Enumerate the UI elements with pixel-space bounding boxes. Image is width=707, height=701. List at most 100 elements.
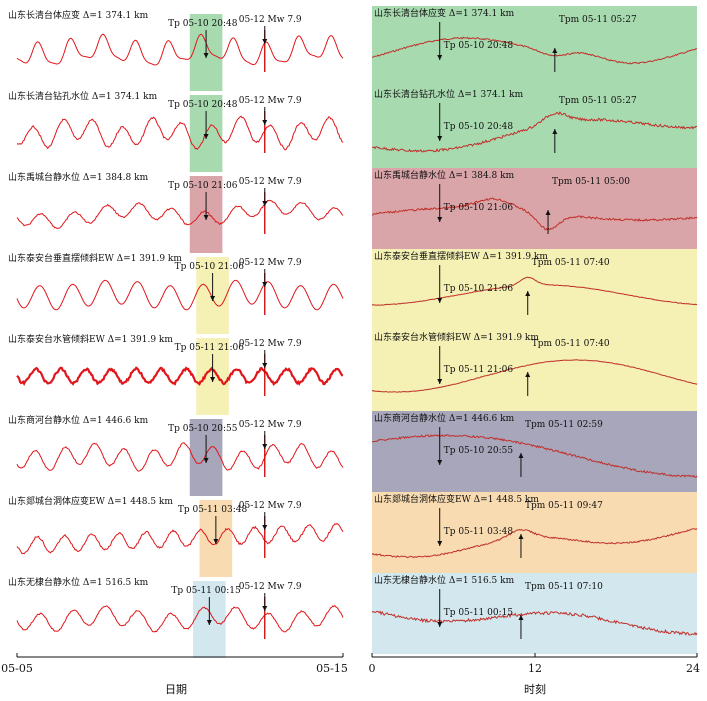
right-tp-arrow-3 — [437, 265, 443, 303]
left-series-4 — [16, 366, 344, 387]
left-label-3: 山东泰安台垂直摆倾斜EW Δ=1 391.9 km — [8, 252, 182, 264]
event-arrow-4 — [262, 350, 268, 368]
right-tpm-label-5: Tpm 05-11 02:59 — [525, 420, 603, 430]
right-label-6: 山东郯城台洞体应变EW Δ=1 448.5 km — [374, 493, 539, 505]
left-tp-arrow-4 — [210, 354, 216, 382]
right-tpm-label-4: Tpm 05-11 07:40 — [532, 339, 610, 349]
axes: 05-05 05-15 日期 0 12 24 时刻 — [1, 653, 700, 696]
right-label-2: 山东禹城台静水位 Δ=1 384.8 km — [374, 169, 515, 181]
right-tp-arrow-0 — [437, 22, 443, 60]
right-tp-label-3: Tp 05-10 21:06 — [444, 284, 514, 294]
right-band-0 — [372, 6, 697, 87]
right-band-7 — [372, 573, 697, 654]
left-label-6: 山东郯城台洞体应变EW Δ=1 448.5 km — [8, 495, 173, 507]
left-tp-label-0: Tp 05-10 20:48 — [168, 19, 238, 29]
right-tp-arrow-7 — [437, 589, 443, 627]
left-tp-label-7: Tp 05-11 00:15 — [171, 586, 241, 596]
event-label-0: 05-12 Mw 7.9 — [239, 15, 302, 25]
right-tpm-arrow-5 — [518, 453, 524, 477]
event-arrow-0 — [262, 26, 268, 44]
right-series-3 — [371, 276, 698, 306]
left-label-4: 山东泰安台水管倾斜EW Δ=1 391.9 km — [8, 333, 173, 345]
event-arrow-2 — [262, 188, 268, 206]
event-label-6: 05-12 Mw 7.9 — [239, 501, 302, 511]
left-tp-label-3: Tp 05-10 21:06 — [175, 262, 245, 272]
right-tick-label-0: 0 — [369, 662, 376, 675]
right-label-7: 山东无棣台静水位 Δ=1 516.5 km — [374, 574, 515, 586]
left-tp-arrow-3 — [210, 273, 216, 301]
right-tpm-label-0: Tpm 05-11 05:27 — [559, 15, 637, 25]
right-tpm-arrow-0 — [552, 48, 558, 72]
right-band-4 — [372, 330, 697, 411]
left-x-label: 日期 — [165, 683, 187, 696]
right-tick-label-1: 12 — [528, 662, 542, 675]
left-tp-arrow-7 — [206, 597, 212, 625]
left-series-2 — [16, 199, 344, 229]
left-tick-label-1: 05-15 — [316, 662, 348, 675]
right-tp-arrow-5 — [437, 427, 443, 465]
right-tp-label-0: Tp 05-10 20:48 — [444, 41, 514, 51]
left-tp-arrow-2 — [203, 192, 209, 220]
right-tp-arrow-4 — [437, 346, 443, 384]
right-tpm-label-1: Tpm 05-11 05:27 — [559, 96, 637, 106]
event-arrow-6 — [262, 512, 268, 530]
right-panel: 山东长清台体应变 Δ=1 374.1 km Tp 05-10 20:48 Tpm 0… — [371, 6, 698, 654]
left-tp-arrow-6 — [213, 516, 219, 544]
event-arrow-3 — [262, 269, 268, 287]
left-series-1 — [16, 115, 344, 151]
right-label-3: 山东泰安台垂直摆倾斜EW Δ=1 391.9 km — [374, 250, 548, 262]
right-x-label: 时刻 — [524, 682, 546, 696]
right-tpm-label-6: Tpm 05-11 09:47 — [525, 501, 603, 511]
event-arrow-1 — [262, 107, 268, 125]
right-series-6 — [371, 528, 698, 559]
right-tp-label-1: Tp 05-10 20:48 — [444, 122, 514, 132]
left-tp-arrow-5 — [203, 435, 209, 463]
left-label-1: 山东长清台钻孔水位 Δ=1 374.1 km — [8, 90, 158, 102]
left-series-0 — [16, 33, 344, 66]
left-label-0: 山东长清台体应变 Δ=1 374.1 km — [8, 9, 149, 21]
right-label-5: 山东商河台静水位 Δ=1 446.6 km — [374, 412, 515, 424]
right-tpm-label-2: Tpm 05-11 05:00 — [552, 177, 630, 187]
right-tpm-arrow-7 — [518, 615, 524, 639]
right-tp-label-7: Tp 05-11 00:15 — [444, 608, 514, 618]
right-band-6 — [372, 492, 697, 573]
event-label-3: 05-12 Mw 7.9 — [239, 258, 302, 268]
left-series-7 — [16, 604, 344, 633]
right-band-3 — [372, 249, 697, 330]
right-label-4: 山东泰安台水管倾斜EW Δ=1 391.9 km — [374, 331, 539, 343]
right-tp-label-2: Tp 05-10 21:06 — [444, 203, 514, 213]
right-tp-arrow-6 — [437, 508, 443, 546]
event-label-4: 05-12 Mw 7.9 — [239, 339, 302, 349]
event-arrow-5 — [262, 431, 268, 449]
left-tp-label-5: Tp 05-10 20:55 — [168, 424, 238, 434]
left-tick-label-0: 05-05 — [1, 662, 33, 675]
event-label-2: 05-12 Mw 7.9 — [239, 177, 302, 187]
event-arrow-7 — [262, 593, 268, 611]
left-tp-label-1: Tp 05-10 20:48 — [168, 100, 238, 110]
right-tpm-arrow-1 — [552, 129, 558, 153]
event-label-5: 05-12 Mw 7.9 — [239, 420, 302, 430]
left-tp-label-4: Tp 05-11 21:06 — [175, 343, 245, 353]
left-series-3 — [16, 279, 344, 311]
right-tpm-arrow-2 — [545, 210, 551, 234]
right-series-7 — [371, 610, 698, 636]
left-tp-arrow-1 — [203, 111, 209, 139]
left-panel: 山东长清台体应变 Δ=1 374.1 km 05-12 Mw 7.9Tp 05-1… — [8, 9, 344, 658]
right-tpm-label-7: Tpm 05-11 07:10 — [525, 582, 603, 592]
right-tp-arrow-1 — [437, 103, 443, 141]
right-series-5 — [371, 434, 698, 478]
left-label-7: 山东无棣台静水位 Δ=1 516.5 km — [8, 576, 149, 588]
left-label-2: 山东禹城台静水位 Δ=1 384.8 km — [8, 171, 149, 183]
left-tp-arrow-0 — [203, 30, 209, 58]
right-tpm-arrow-6 — [518, 534, 524, 558]
right-series-0 — [371, 36, 698, 65]
right-band-5 — [372, 411, 697, 492]
left-label-5: 山东商河台静水位 Δ=1 446.6 km — [8, 414, 149, 426]
right-series-2 — [371, 197, 698, 231]
right-band-1 — [372, 87, 697, 168]
left-series-6 — [16, 523, 344, 555]
right-tp-label-5: Tp 05-10 20:55 — [444, 446, 514, 456]
right-tp-label-6: Tp 05-11 03:48 — [444, 527, 514, 537]
left-tp-label-6: Tp 05-11 03:48 — [178, 505, 248, 515]
